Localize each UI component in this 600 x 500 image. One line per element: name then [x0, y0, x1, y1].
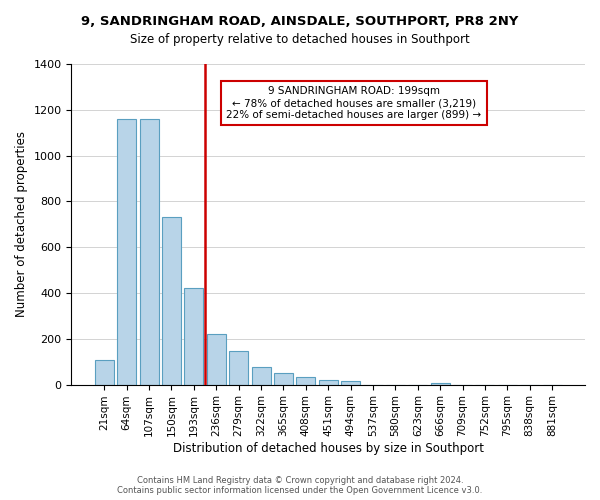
- Bar: [207, 334, 226, 384]
- Text: 9 SANDRINGHAM ROAD: 199sqm
← 78% of detached houses are smaller (3,219)
22% of s: 9 SANDRINGHAM ROAD: 199sqm ← 78% of deta…: [226, 86, 481, 120]
- Y-axis label: Number of detached properties: Number of detached properties: [15, 132, 28, 318]
- Text: Size of property relative to detached houses in Southport: Size of property relative to detached ho…: [130, 32, 470, 46]
- Bar: [296, 378, 316, 384]
- Bar: [140, 119, 158, 384]
- Bar: [95, 360, 114, 384]
- Bar: [319, 380, 338, 384]
- Bar: [162, 218, 181, 384]
- Bar: [184, 288, 203, 384]
- Bar: [229, 350, 248, 384]
- Text: Contains HM Land Registry data © Crown copyright and database right 2024.
Contai: Contains HM Land Registry data © Crown c…: [118, 476, 482, 495]
- Bar: [341, 381, 360, 384]
- Bar: [117, 119, 136, 384]
- Bar: [274, 373, 293, 384]
- Text: 9, SANDRINGHAM ROAD, AINSDALE, SOUTHPORT, PR8 2NY: 9, SANDRINGHAM ROAD, AINSDALE, SOUTHPORT…: [82, 15, 518, 28]
- X-axis label: Distribution of detached houses by size in Southport: Distribution of detached houses by size …: [173, 442, 484, 455]
- Bar: [251, 368, 271, 384]
